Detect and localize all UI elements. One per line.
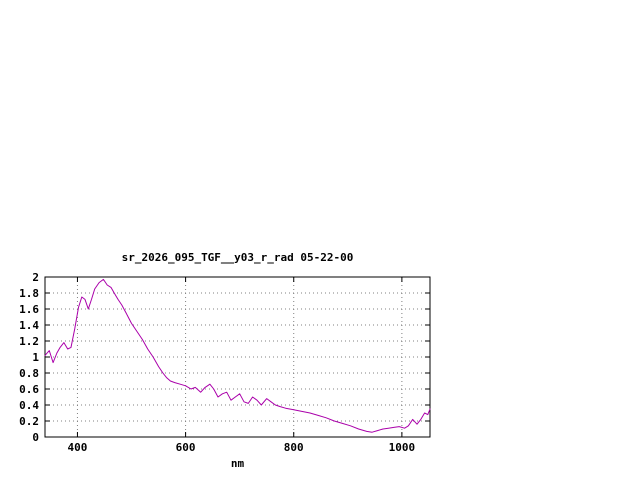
- series-line: [44, 278, 431, 433]
- y-tick-label: 2: [32, 271, 39, 284]
- y-tick-label: 1.4: [19, 319, 39, 332]
- x-tick-label: 800: [284, 441, 304, 454]
- y-tick-label: 0: [32, 431, 39, 444]
- x-tick-label: 1000: [389, 441, 416, 454]
- x-axis-label: nm: [230, 457, 245, 470]
- y-tick-label: 0.4: [19, 399, 39, 412]
- chart-title: sr_2026_095_TGF__y03_r_rad 05-22-00: [121, 251, 354, 264]
- y-tick-label: 1.8: [19, 287, 39, 300]
- y-tick-label: 1: [32, 351, 39, 364]
- y-tick-label: 1.2: [19, 335, 39, 348]
- y-tick-label: 0.2: [19, 415, 39, 428]
- y-tick-label: 0.6: [19, 383, 39, 396]
- x-tick-label: 600: [176, 441, 196, 454]
- y-tick-label: 1.6: [19, 303, 39, 316]
- x-tick-label: 400: [68, 441, 88, 454]
- y-tick-label: 0.8: [19, 367, 39, 380]
